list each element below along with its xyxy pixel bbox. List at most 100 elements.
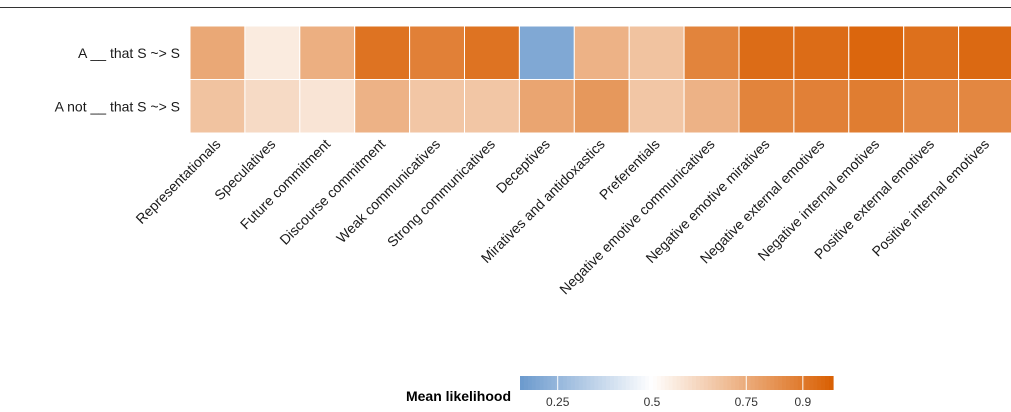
- legend-gradient-segment: [703, 376, 709, 390]
- legend-gradient-segment: [754, 376, 760, 390]
- legend-gradient-segment: [746, 376, 752, 390]
- heatmap-cell: [244, 79, 301, 134]
- legend-gradient-segment: [789, 376, 795, 390]
- legend-gradient-segment: [766, 376, 771, 390]
- heatmap-cell: [793, 79, 850, 134]
- heatmap-cell: [903, 25, 960, 80]
- row-label: A __ that S ~> S: [78, 45, 180, 61]
- heatmap-cell: [573, 79, 630, 134]
- legend-title: Mean likelihood: [406, 388, 511, 404]
- heatmap-cell: [354, 25, 411, 80]
- legend-gradient-segment: [625, 376, 631, 390]
- legend-gradient-segment: [696, 376, 701, 390]
- legend-gradient-segment: [758, 376, 764, 390]
- heatmap-cell: [573, 25, 630, 80]
- legend-gradient-segment: [715, 376, 721, 390]
- legend-gradient-segment: [778, 376, 783, 390]
- legend-gradient-segment: [613, 376, 619, 390]
- legend-gradient-segment: [621, 376, 627, 390]
- legend-gradient-segment: [692, 376, 697, 390]
- legend-gradient-segment: [739, 376, 744, 390]
- legend-gradient-segment: [617, 376, 623, 390]
- legend-gradient-segment: [817, 376, 822, 390]
- legend-gradient-segment: [672, 376, 678, 390]
- legend-gradient-segment: [809, 376, 815, 390]
- legend-gradient-segment: [813, 376, 818, 390]
- heatmap-cell: [628, 25, 685, 80]
- legend-gradient-segment: [762, 376, 768, 390]
- legend-gradient-segment: [563, 376, 568, 390]
- legend-gradient-segment: [578, 376, 584, 390]
- heatmap-cells: [189, 25, 1011, 134]
- legend-gradient-segment: [711, 376, 717, 390]
- legend-gradient-segment: [688, 376, 693, 390]
- legend-gradient-segment: [598, 376, 603, 390]
- column-label: Weak communicatives: [333, 136, 443, 246]
- legend-gradient-segment: [668, 376, 674, 390]
- legend-gradient-segment: [735, 376, 740, 390]
- heatmap-cell: [848, 25, 905, 80]
- heatmap-cell: [793, 25, 850, 80]
- column-label: Strong communicatives: [384, 136, 498, 250]
- heatmap-cell: [409, 79, 466, 134]
- column-label: Discourse commitment: [276, 136, 388, 248]
- legend-tick-label: 0.75: [735, 395, 759, 409]
- legend-tick-label: 0.25: [546, 395, 570, 409]
- legend: Mean likelihood 0.25 0.5 0.75 0.9: [406, 376, 834, 409]
- column-label: Positive internal emotives: [869, 136, 993, 260]
- legend-gradient-segment: [582, 376, 588, 390]
- heatmap-cell: [299, 79, 356, 134]
- legend-gradient-segment: [543, 376, 548, 390]
- column-label: Representationals: [132, 136, 223, 227]
- legend-gradient-segment: [770, 376, 775, 390]
- legend-gradient-segment: [570, 376, 576, 390]
- legend-gradient-segment: [602, 376, 607, 390]
- legend-gradient-segment: [574, 376, 580, 390]
- legend-gradient-segment: [774, 376, 779, 390]
- legend-gradient-segment: [629, 376, 635, 390]
- heatmap-cell: [683, 25, 740, 80]
- legend-gradient-segment: [797, 376, 803, 390]
- heatmap-cell: [958, 79, 1011, 134]
- heatmap-cell: [683, 79, 740, 134]
- column-label: Future commitment: [237, 136, 334, 233]
- legend-gradient-segment: [801, 376, 807, 390]
- legend-gradient-segment: [531, 376, 537, 390]
- legend-gradient-segment: [664, 376, 670, 390]
- heatmap-cell: [958, 25, 1011, 80]
- row-label: A not __ that S ~> S: [55, 98, 180, 114]
- legend-gradient-segment: [547, 376, 552, 390]
- legend-gradient-segment: [645, 376, 650, 390]
- legend-gradient-segment: [527, 376, 533, 390]
- legend-gradient-segment: [641, 376, 646, 390]
- legend-gradient-segment: [523, 376, 529, 390]
- legend-gradient-segment: [825, 376, 830, 390]
- legend-gradient-segment: [637, 376, 642, 390]
- legend-gradient-segment: [559, 376, 564, 390]
- legend-gradient-segment: [782, 376, 787, 390]
- heatmap-cell: [738, 25, 795, 80]
- legend-gradient-segment: [676, 376, 682, 390]
- heatmap-cell: [518, 25, 575, 80]
- legend-gradient-segment: [719, 376, 725, 390]
- legend-gradient-segment: [594, 376, 599, 390]
- legend-gradient-segment: [786, 376, 791, 390]
- heatmap-cell: [244, 25, 301, 80]
- legend-gradient-segment: [566, 376, 572, 390]
- legend-gradient-segment: [656, 376, 662, 390]
- legend-gradient-segment: [653, 376, 658, 390]
- legend-gradient-segment: [821, 376, 826, 390]
- heatmap-cell: [354, 79, 411, 134]
- heatmap-cell: [189, 25, 246, 80]
- legend-gradient-segment: [551, 376, 556, 390]
- heatmap-cell: [464, 79, 520, 134]
- legend-colorbar: [520, 376, 834, 390]
- legend-gradient-segment: [805, 376, 811, 390]
- legend-gradient-segment: [649, 376, 654, 390]
- legend-gradient-segment: [609, 376, 615, 390]
- heatmap-cell: [409, 25, 466, 80]
- legend-gradient-segment: [727, 376, 732, 390]
- heatmap-cell: [738, 79, 795, 134]
